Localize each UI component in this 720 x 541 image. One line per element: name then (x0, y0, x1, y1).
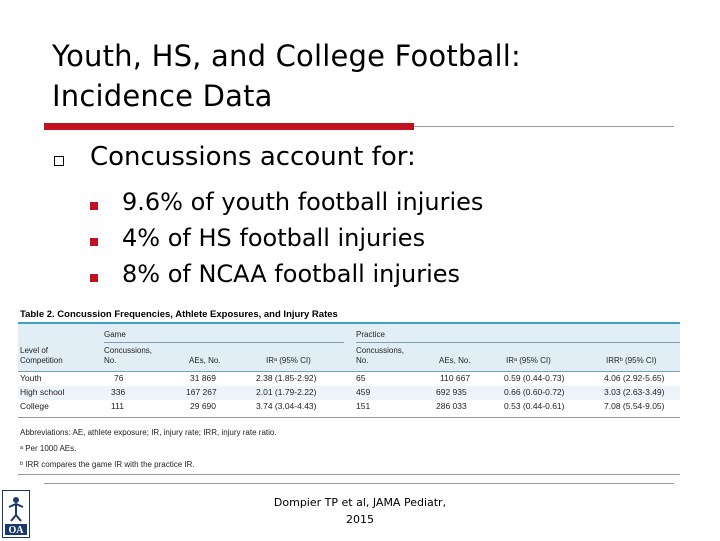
citation-line-2: 2015 (346, 513, 374, 526)
table-row: Youth 76 31 869 2.38 (1.85-2.92) 65 110 … (18, 372, 680, 386)
cell-practice-concussions: 65 (356, 373, 366, 383)
table-bottom-rule (18, 474, 680, 475)
header-practice-ir: IRᵃ (95% CI) (506, 356, 551, 365)
title-accent-bar (44, 123, 414, 130)
cell-irr: 3.03 (2.63-3.49) (604, 387, 665, 397)
cell-game-ir: 2.01 (1.79-2.22) (256, 387, 317, 397)
header-game: Game (104, 330, 126, 339)
header-level: Level of Competition (20, 346, 63, 365)
header-game-concussions: Concussions, No. (104, 346, 153, 365)
concussion-table: Table 2. Concussion Frequencies, Athlete… (14, 300, 684, 478)
hollow-square-bullet-icon (54, 156, 64, 166)
table-header-band (18, 324, 680, 372)
table-body-rule (18, 417, 680, 418)
red-square-bullet-icon (90, 238, 98, 246)
cell-practice-concussions: 151 (356, 401, 371, 411)
cell-practice-ir: 0.66 (0.60-0.72) (504, 387, 565, 397)
cell-practice-ir: 0.59 (0.44-0.73) (504, 373, 565, 383)
cell-practice-aes: 110 667 (440, 373, 471, 383)
header-practice-aes: AEs, No. (439, 356, 471, 365)
table-caption-rule (18, 322, 680, 324)
table-row: High school 336 167 267 2.01 (1.79-2.22)… (18, 386, 680, 400)
cell-game-concussions: 111 (111, 401, 124, 411)
sub-bullet-3: 8% of NCAA football injuries (122, 260, 461, 288)
cell-practice-ir: 0.53 (0.44-0.61) (504, 401, 565, 411)
cell-level: Youth (20, 373, 42, 383)
citation: Dompier TP et al, JAMA Pediatr, 2015 (240, 494, 480, 528)
practice-group-rule (356, 342, 680, 343)
red-square-bullet-icon (90, 202, 98, 210)
header-bottom-rule (18, 371, 680, 372)
main-bullet: Concussions account for: (90, 142, 416, 172)
footer-divider (44, 483, 674, 484)
table-row: College 111 29 690 3.74 (3.04-4.43) 151 … (18, 400, 680, 414)
cell-practice-aes: 692 935 (436, 387, 467, 397)
cell-game-aes: 31 869 (190, 373, 216, 383)
red-square-bullet-icon (90, 274, 98, 282)
header-practice: Practice (356, 330, 385, 339)
svg-text:OA: OA (9, 525, 25, 536)
cell-game-aes: 167 267 (186, 387, 217, 397)
cell-game-ir: 3.74 (3.04-4.43) (256, 401, 317, 411)
cell-level: College (20, 401, 49, 411)
cell-irr: 4.06 (2.92-5.65) (604, 373, 665, 383)
table-caption: Table 2. Concussion Frequencies, Athlete… (20, 309, 338, 320)
sub-bullet-2: 4% of HS football injuries (122, 224, 426, 252)
title-line-2: Incidence Data (52, 79, 273, 113)
title-line-1: Youth, HS, and College Football: (52, 39, 521, 73)
cell-irr: 7.08 (5.54-9.05) (604, 401, 665, 411)
cell-level: High school (20, 387, 65, 397)
header-game-ir: IRᵃ (95% CI) (266, 356, 311, 365)
cell-game-concussions: 76 (114, 373, 124, 383)
cell-practice-concussions: 459 (356, 387, 371, 397)
table-footnote-b: ᵇ IRR compares the game IR with the prac… (20, 460, 195, 469)
citation-line-1: Dompier TP et al, JAMA Pediatr, (273, 496, 447, 509)
sub-bullet-1: 9.6% of youth football injuries (122, 188, 484, 216)
cell-game-concussions: 336 (111, 387, 126, 397)
header-practice-concussions: Concussions, No. (356, 346, 405, 365)
header-irr: IRRᵇ (95% CI) (606, 356, 657, 365)
page-title: Youth, HS, and College Football: Inciden… (52, 36, 521, 116)
header-game-aes: AEs, No. (189, 356, 221, 365)
game-group-rule (104, 342, 344, 343)
nata-logo-icon: OA (2, 490, 30, 538)
table-footnote-abbrev: Abbreviations: AE, athlete exposure; IR,… (20, 428, 277, 437)
table-footnote-a: ᵃ Per 1000 AEs. (20, 444, 77, 453)
cell-practice-aes: 286 033 (436, 401, 467, 411)
cell-game-aes: 29 690 (190, 401, 216, 411)
cell-game-ir: 2.38 (1.85-2.92) (256, 373, 317, 383)
